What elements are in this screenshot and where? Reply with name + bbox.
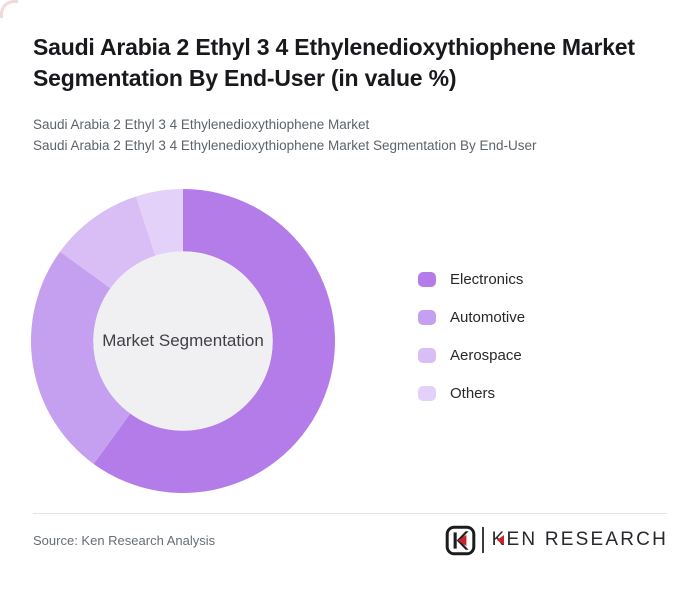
legend-label: Others (450, 384, 496, 402)
legend-swatch-electronics (418, 271, 436, 287)
logo-brand-text: KEN RESEARCH (491, 529, 668, 550)
ken-research-logo-text: KEN RESEARCH (492, 529, 668, 551)
legend-swatch-automotive (418, 309, 436, 325)
legend-item-automotive[interactable]: Automotive (418, 298, 525, 336)
legend-label: Electronics (450, 270, 524, 288)
donut-inner-circle (93, 251, 273, 431)
footer-divider (33, 513, 667, 514)
legend-item-electronics[interactable]: Electronics (418, 260, 525, 298)
donut-slice-automotive[interactable] (30, 251, 131, 464)
donut-slice-electronics[interactable] (93, 189, 335, 493)
header: Saudi Arabia 2 Ethyl 3 4 Ethylenedioxyth… (0, 0, 700, 156)
subtitle-line-2: Saudi Arabia 2 Ethyl 3 4 Ethylenedioxyth… (33, 138, 537, 153)
donut-chart: Market Segmentation (28, 186, 338, 496)
donut-slice-others[interactable] (136, 189, 183, 256)
legend-swatch-others (418, 385, 436, 401)
page-title: Saudi Arabia 2 Ethyl 3 4 Ethylenedioxyth… (33, 34, 635, 91)
logo-divider-bar (481, 527, 484, 553)
source-attribution: Source: Ken Research Analysis (33, 532, 216, 548)
footer: Source: Ken Research Analysis KEN RESEAR… (33, 514, 668, 566)
chart-section: Market Segmentation Electronics Automoti… (0, 186, 700, 496)
chart-legend: Electronics Automotive Aerospace Others (418, 186, 525, 496)
legend-label: Automotive (450, 308, 526, 326)
ken-research-logo: KEN RESEARCH (445, 525, 668, 556)
ken-research-logo-icon (445, 525, 475, 555)
legend-item-aerospace[interactable]: Aerospace (418, 336, 525, 374)
legend-swatch-aerospace (418, 347, 436, 363)
donut-slice-aerospace[interactable] (60, 196, 156, 289)
donut-chart-svg (30, 189, 335, 493)
donut-center-label: Market Segmentation (102, 331, 264, 350)
legend-label: Aerospace (450, 346, 522, 364)
legend-item-others[interactable]: Others (418, 374, 525, 412)
subtitle-line-1: Saudi Arabia 2 Ethyl 3 4 Ethylenedioxyth… (33, 117, 370, 132)
logo-k-red-triangle-icon (496, 535, 504, 545)
